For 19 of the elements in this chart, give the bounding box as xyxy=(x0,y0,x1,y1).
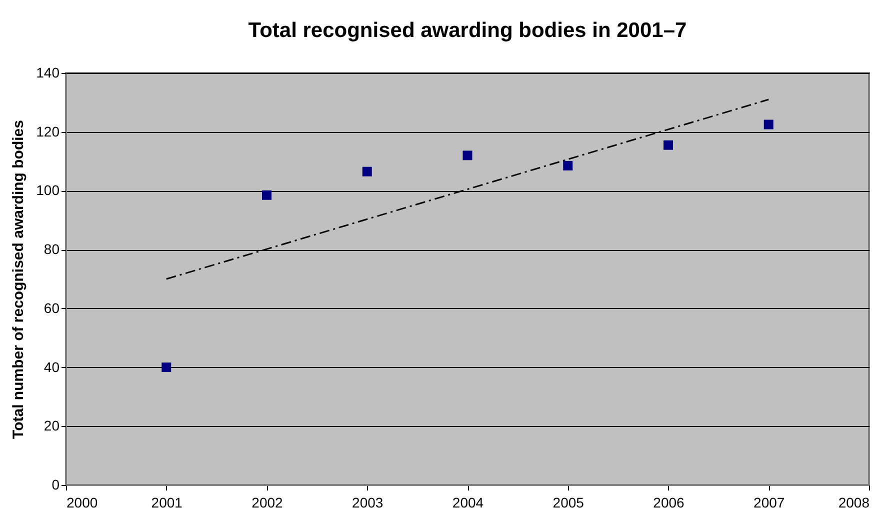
y-tick-label: 40 xyxy=(44,358,60,375)
x-tick-label: 2006 xyxy=(653,494,685,510)
x-tick-label: 2007 xyxy=(754,494,785,510)
y-tick-label: 120 xyxy=(36,123,60,140)
x-tick-label: 2000 xyxy=(66,494,98,510)
y-tick-label: 0 xyxy=(52,476,60,492)
y-tick-label: 20 xyxy=(44,418,60,434)
x-tick-label: 2001 xyxy=(151,494,183,510)
x-tick-label: 2008 xyxy=(838,494,870,510)
x-tick-label: 2002 xyxy=(252,494,284,510)
y-tick-label: 80 xyxy=(44,241,60,258)
x-tick-label: 2004 xyxy=(452,494,484,510)
y-tick-label: 100 xyxy=(36,182,60,198)
x-tick-label: 2005 xyxy=(552,494,584,510)
y-tick-label: 140 xyxy=(36,64,60,80)
x-tick-label: 2003 xyxy=(352,494,384,510)
chart-title: Total recognised awarding bodies in 2001–7 xyxy=(248,19,687,42)
y-axis-title: Total number of recognised awarding bodies xyxy=(10,120,28,439)
y-tick-label: 60 xyxy=(44,300,60,316)
